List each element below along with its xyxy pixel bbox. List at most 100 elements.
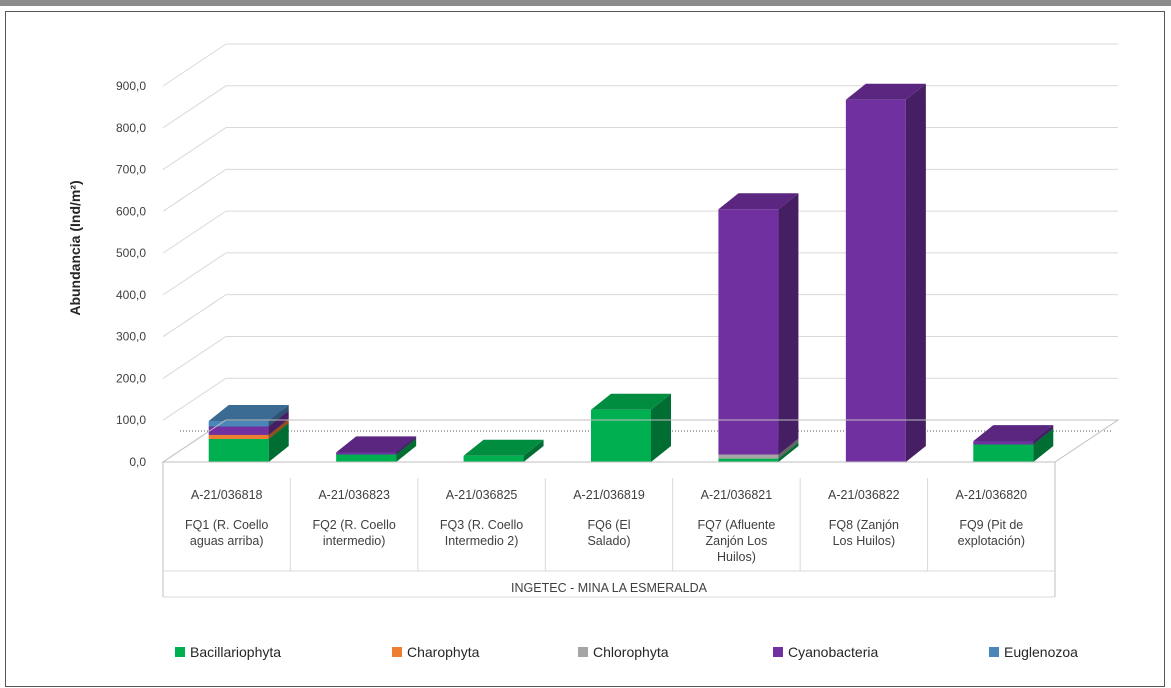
floor-plane (161, 419, 1120, 463)
legend-swatch (578, 647, 588, 657)
legend: Bacillariophyta Charophyta Chlorophyta Cyan… (0, 644, 1171, 668)
category-name-label: FQ9 (Pit de (959, 518, 1023, 532)
gridline-depth (162, 43, 227, 87)
legend-swatch (175, 647, 185, 657)
category-code-label: A-21/036818 (191, 488, 263, 502)
gridline-depth (162, 210, 227, 254)
bar-front (208, 439, 269, 462)
bar-side (268, 418, 289, 440)
y-tick-label: 800,0 (116, 121, 146, 135)
bar-side (778, 442, 799, 462)
bar-side (1033, 428, 1054, 462)
bar-top (336, 436, 417, 453)
y-tick-label: 100,0 (116, 413, 146, 427)
bar-top (718, 193, 799, 210)
bar-front (718, 458, 779, 462)
category-name-label: Huilos) (717, 550, 756, 564)
legend-item-euglenozoa: Euglenozoa (989, 644, 1078, 660)
bar-segment-euglenozoa (208, 405, 289, 427)
gridline-depth (162, 336, 227, 379)
bar-side (523, 439, 544, 462)
legend-item-charophyta: Charophyta (392, 644, 479, 660)
gridline-depth (162, 127, 227, 170)
bar-front (336, 452, 397, 455)
bar-side (268, 410, 289, 435)
legend-item-bacillariophyta: Bacillariophyta (175, 644, 281, 660)
category-name-label: Intermedio 2) (445, 534, 519, 548)
y-tick-label: 700,0 (116, 163, 146, 177)
bar-front (208, 421, 269, 427)
y-tick-label: 500,0 (116, 246, 146, 260)
gridline-depth (162, 252, 227, 296)
bar-front (718, 209, 779, 455)
legend-label: Bacillariophyta (190, 644, 282, 660)
y-tick-label: 600,0 (116, 204, 146, 218)
legend-label: Chlorophyta (593, 644, 669, 660)
bar-front (845, 99, 906, 462)
bar-top (845, 83, 926, 100)
group-label: INGETEC - MINA LA ESMERALDA (511, 581, 708, 595)
category-name-label: FQ6 (El (587, 518, 630, 532)
category-code-label: A-21/036821 (701, 488, 773, 502)
bar-segment-bacillariophyta (463, 439, 544, 462)
category-name-label: explotación) (958, 534, 1025, 548)
bar-side (268, 423, 289, 462)
bar-side (1033, 425, 1054, 445)
category-name-label: intermedio) (323, 534, 386, 548)
category-code-label: A-21/036819 (573, 488, 645, 502)
bar-segment-cyanobacteria (845, 83, 926, 462)
bar-front (208, 426, 269, 435)
y-axis-title: Abundancia (Ind/m²) (67, 180, 83, 315)
legend-swatch (773, 647, 783, 657)
gridlines (162, 43, 1118, 463)
bar-side (778, 438, 799, 459)
stacked-3d-bar-chart: 0,0 100,0 200,0 300,0 400,0 500,0 600,0 700,0 80… (67, 43, 1120, 598)
bar-side (268, 405, 289, 427)
bar-top (463, 439, 544, 456)
chart-frame (5, 11, 1165, 687)
gridline-depth (162, 85, 227, 129)
bar-segment-cyanobacteria (718, 193, 799, 455)
legend-item-chlorophyta: Chlorophyta (578, 644, 669, 660)
y-tick-label: 300,0 (116, 330, 146, 344)
bar-front (463, 455, 524, 462)
category-name-label: FQ8 (Zanjón (829, 518, 899, 532)
bars (208, 83, 1054, 462)
bar-side (778, 193, 799, 455)
bar-front (718, 454, 779, 459)
bar-side (396, 438, 417, 462)
bar-side (396, 436, 417, 455)
bar-front (591, 409, 651, 462)
top-border-bar (0, 0, 1171, 6)
category-name-label: FQ2 (R. Coello (312, 518, 395, 532)
gridline-depth (162, 168, 227, 212)
gridline-depth (162, 377, 227, 421)
category-name-label: Los Huilos) (833, 534, 896, 548)
category-name-label: aguas arriba) (190, 534, 264, 548)
bar-front (973, 444, 1034, 462)
y-tick-label: 200,0 (116, 371, 146, 385)
category-code-label: A-21/036823 (318, 488, 390, 502)
bar-side (905, 83, 926, 462)
bar-top (973, 425, 1054, 442)
legend-swatch (392, 647, 402, 657)
bar-front (973, 441, 1034, 445)
category-name-label: Salado) (587, 534, 630, 548)
category-name-label: Zanjón Los (705, 534, 767, 548)
y-tick-label: 0,0 (129, 455, 146, 469)
axes: 0,0 100,0 200,0 300,0 400,0 500,0 600,0 700,0 80… (116, 79, 1120, 598)
bar-segment-cyanobacteria (336, 436, 417, 455)
y-tick-label: 400,0 (116, 288, 146, 302)
bar-front (208, 434, 269, 440)
category-code-label: A-21/036822 (828, 488, 900, 502)
bar-segment-cyanobacteria (973, 425, 1054, 445)
bar-side (651, 393, 671, 462)
legend-label: Cyanobacteria (788, 644, 879, 660)
legend-swatch (989, 647, 999, 657)
category-name-label: FQ3 (R. Coello (440, 518, 523, 532)
category-code-label: A-21/036825 (446, 488, 518, 502)
legend-label: Charophyta (407, 644, 480, 660)
y-tick-label: 900,0 (116, 79, 146, 93)
bar-front (336, 454, 397, 462)
category-name-label: FQ7 (Afluente (698, 518, 776, 532)
